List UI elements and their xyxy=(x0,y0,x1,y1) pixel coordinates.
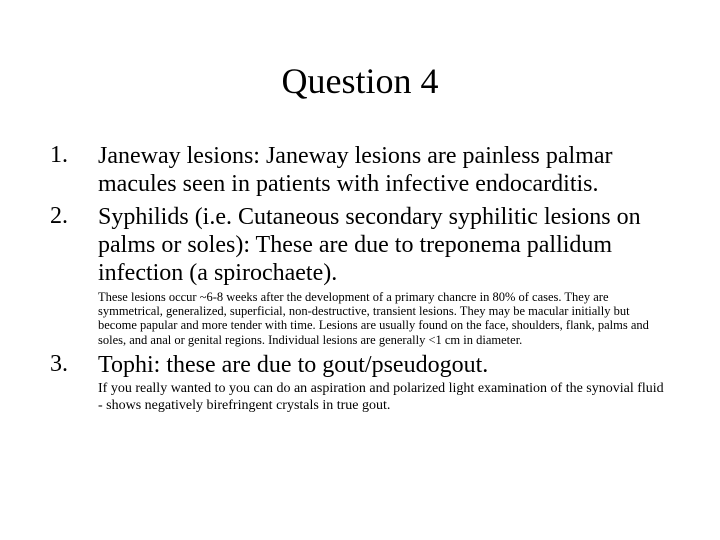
item-sub-text: These lesions occur ~6-8 weeks after the… xyxy=(98,290,670,348)
list-item: Syphilids (i.e. Cutaneous secondary syph… xyxy=(50,203,670,347)
numbered-list: Janeway lesions: Janeway lesions are pai… xyxy=(50,142,670,414)
list-item: Tophi: these are due to gout/pseudogout.… xyxy=(50,351,670,414)
list-item: Janeway lesions: Janeway lesions are pai… xyxy=(50,142,670,199)
item-main-text: Syphilids (i.e. Cutaneous secondary syph… xyxy=(98,203,670,288)
item-main-text: Tophi: these are due to gout/pseudogout. xyxy=(98,351,670,379)
item-main-text: Janeway lesions: Janeway lesions are pai… xyxy=(98,142,670,199)
item-sub-text: If you really wanted to you can do an as… xyxy=(98,381,670,414)
page-title: Question 4 xyxy=(50,60,670,102)
